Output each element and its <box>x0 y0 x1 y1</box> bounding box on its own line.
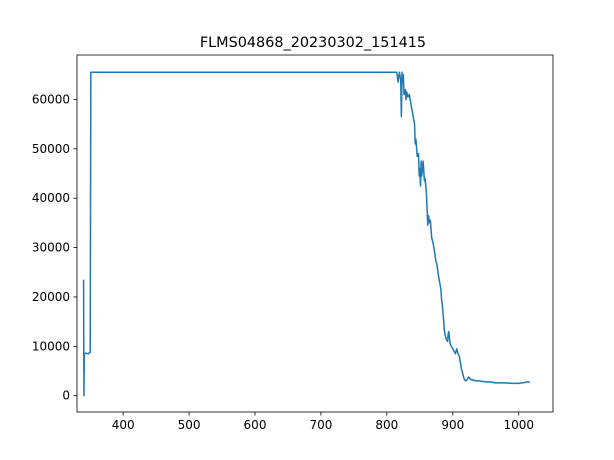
y-tick-label: 20000 <box>32 290 70 304</box>
plot-frame <box>76 54 554 413</box>
x-tick-label: 700 <box>309 418 332 432</box>
y-tick-label: 10000 <box>32 339 70 353</box>
y-tick-label: 50000 <box>32 142 70 156</box>
x-tick-label: 500 <box>178 418 201 432</box>
x-axis: 400 500 600 700 800 900 1000 <box>112 412 534 432</box>
x-tick-label: 800 <box>375 418 398 432</box>
series-line-1 <box>82 71 531 397</box>
x-tick-label: 1000 <box>503 418 534 432</box>
y-tick-label: 30000 <box>32 241 70 255</box>
series-layer <box>82 71 531 397</box>
y-tick-label: 0 <box>62 389 70 403</box>
y-tick-label: 40000 <box>32 191 70 205</box>
y-axis: 0 10000 20000 30000 40000 50000 60000 <box>32 92 77 403</box>
y-tick-label: 60000 <box>32 92 70 106</box>
x-tick-label: 900 <box>441 418 464 432</box>
plot-area <box>76 54 554 413</box>
chart-title: FLMS04868_20230302_151415 <box>200 35 426 51</box>
x-tick-label: 600 <box>244 418 267 432</box>
x-tick-label: 400 <box>112 418 135 432</box>
